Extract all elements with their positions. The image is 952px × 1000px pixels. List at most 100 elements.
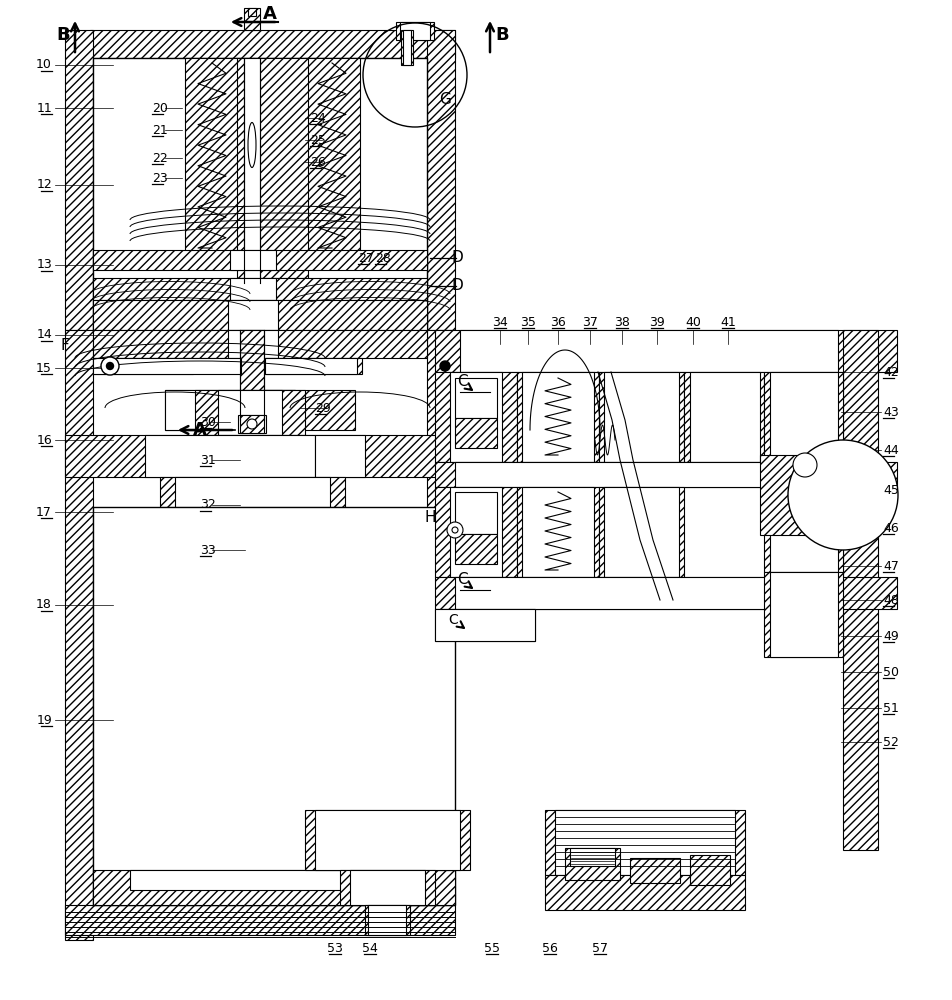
Text: 43: 43 bbox=[883, 406, 898, 418]
Text: 11: 11 bbox=[36, 102, 52, 114]
Bar bbox=[454, 577, 807, 609]
Text: G: G bbox=[439, 93, 450, 107]
Text: 35: 35 bbox=[520, 316, 535, 328]
Bar bbox=[599, 487, 684, 577]
Text: 15: 15 bbox=[36, 361, 52, 374]
Bar bbox=[244, 8, 260, 30]
Bar bbox=[129, 870, 420, 890]
Ellipse shape bbox=[248, 122, 256, 167]
Bar bbox=[175, 477, 329, 507]
Bar bbox=[764, 572, 843, 657]
Text: 41: 41 bbox=[720, 316, 735, 328]
Text: H: H bbox=[424, 510, 435, 524]
Text: 32: 32 bbox=[200, 498, 215, 512]
Text: 47: 47 bbox=[883, 560, 898, 572]
Text: 44: 44 bbox=[883, 444, 898, 456]
Bar bbox=[449, 372, 502, 462]
Bar bbox=[426, 30, 454, 330]
Circle shape bbox=[440, 361, 449, 371]
Circle shape bbox=[446, 522, 463, 538]
Circle shape bbox=[101, 357, 119, 375]
Bar bbox=[434, 462, 896, 487]
Bar bbox=[229, 250, 276, 270]
Bar bbox=[93, 358, 193, 374]
Text: 50: 50 bbox=[883, 666, 898, 678]
Bar bbox=[545, 875, 744, 910]
Bar bbox=[434, 372, 516, 462]
Text: 48: 48 bbox=[883, 593, 898, 606]
Bar bbox=[454, 534, 497, 564]
Bar bbox=[454, 378, 497, 418]
Text: 49: 49 bbox=[883, 630, 898, 643]
Text: 54: 54 bbox=[362, 942, 378, 954]
Text: 52: 52 bbox=[883, 736, 898, 748]
Bar bbox=[403, 30, 410, 65]
Bar bbox=[684, 372, 764, 462]
Bar bbox=[93, 358, 241, 374]
Bar bbox=[545, 810, 744, 875]
Bar bbox=[401, 30, 412, 65]
Bar bbox=[689, 855, 729, 885]
Circle shape bbox=[107, 362, 113, 369]
Bar bbox=[367, 905, 406, 935]
Bar bbox=[434, 609, 534, 641]
Text: 10: 10 bbox=[36, 58, 52, 72]
Bar bbox=[265, 358, 362, 374]
Text: 21: 21 bbox=[151, 123, 168, 136]
Bar bbox=[349, 870, 425, 905]
Text: 14: 14 bbox=[36, 328, 52, 342]
Bar bbox=[93, 870, 454, 905]
Bar bbox=[65, 905, 454, 935]
Bar bbox=[843, 330, 877, 850]
Text: 33: 33 bbox=[200, 544, 215, 556]
Text: 24: 24 bbox=[309, 111, 326, 124]
Bar bbox=[240, 415, 264, 433]
Circle shape bbox=[787, 440, 897, 550]
Text: 42: 42 bbox=[883, 365, 898, 378]
Bar bbox=[599, 372, 684, 462]
Bar bbox=[228, 300, 278, 330]
Bar bbox=[265, 390, 355, 430]
Bar bbox=[93, 330, 426, 358]
Bar bbox=[93, 278, 426, 300]
Bar bbox=[604, 487, 678, 577]
Text: 57: 57 bbox=[591, 942, 607, 954]
Bar bbox=[93, 300, 426, 330]
Bar bbox=[434, 609, 534, 641]
Text: A: A bbox=[263, 5, 277, 23]
Bar bbox=[315, 810, 460, 870]
Bar bbox=[426, 330, 454, 610]
Bar bbox=[240, 330, 264, 420]
Bar bbox=[145, 435, 315, 477]
Bar bbox=[244, 58, 260, 283]
Bar bbox=[769, 372, 837, 572]
Bar bbox=[689, 372, 759, 462]
Text: 34: 34 bbox=[491, 316, 507, 328]
Text: 23: 23 bbox=[151, 172, 168, 184]
Bar bbox=[248, 8, 256, 16]
Text: 36: 36 bbox=[549, 316, 565, 328]
Text: 27: 27 bbox=[358, 251, 373, 264]
Text: A: A bbox=[193, 421, 207, 439]
Bar bbox=[554, 810, 734, 875]
Text: 17: 17 bbox=[36, 506, 52, 518]
Text: 28: 28 bbox=[374, 251, 390, 264]
Bar bbox=[65, 330, 93, 940]
Bar bbox=[460, 330, 837, 372]
Bar bbox=[228, 330, 278, 358]
Bar bbox=[315, 435, 365, 477]
Bar bbox=[265, 358, 357, 374]
Text: 40: 40 bbox=[684, 316, 701, 328]
Bar bbox=[759, 455, 843, 535]
Text: D: D bbox=[450, 250, 463, 265]
Text: C: C bbox=[456, 572, 466, 587]
Text: 18: 18 bbox=[36, 598, 52, 611]
Bar bbox=[516, 372, 599, 462]
Text: 13: 13 bbox=[36, 258, 52, 271]
Bar bbox=[434, 487, 516, 577]
Text: 16: 16 bbox=[36, 434, 52, 446]
Bar bbox=[89, 30, 454, 58]
Bar bbox=[629, 858, 680, 883]
Text: 53: 53 bbox=[327, 942, 343, 954]
Bar bbox=[769, 572, 837, 657]
